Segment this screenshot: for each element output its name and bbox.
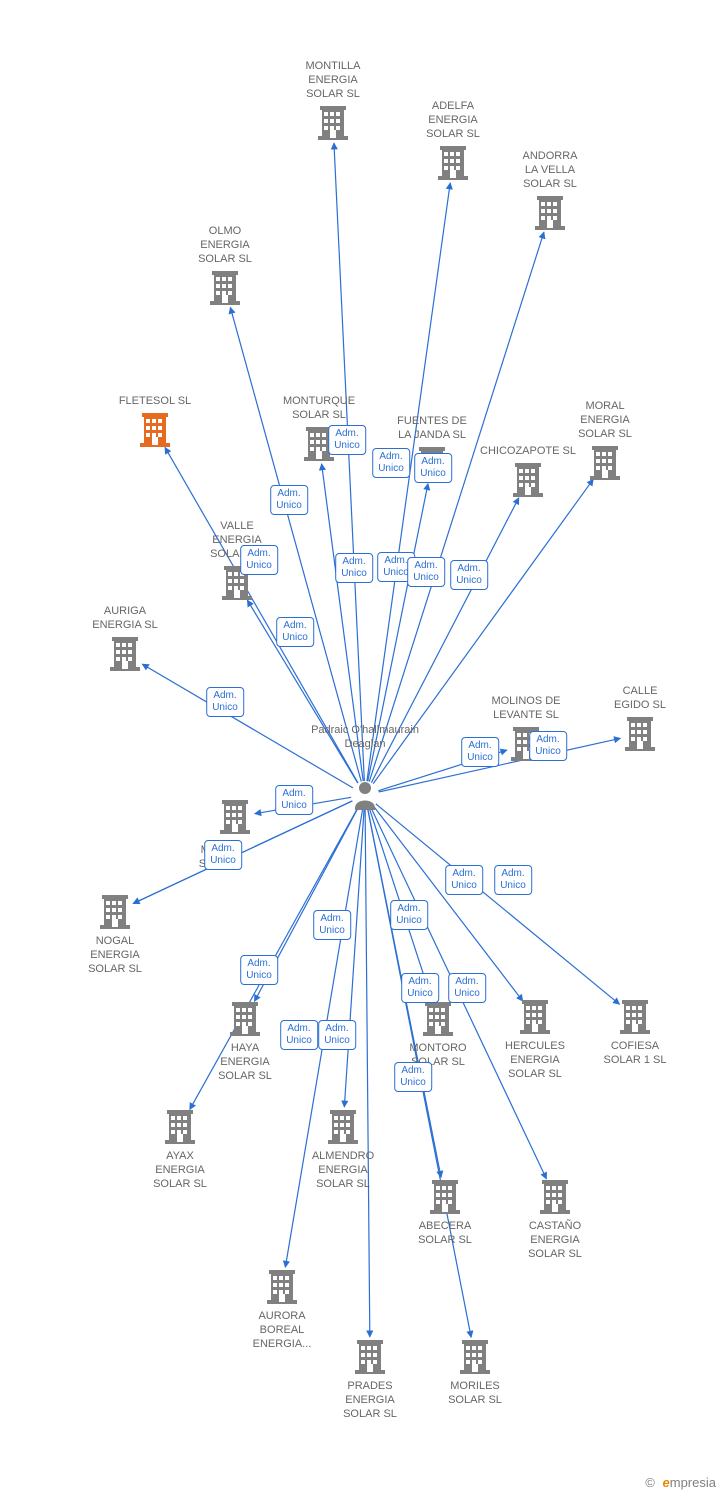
relationship-edge <box>344 809 364 1107</box>
edge-role-label: Adm. Unico <box>372 448 410 478</box>
edge-role-label: Adm. Unico <box>276 617 314 647</box>
company-node: FUENTES DE LA JANDA SL <box>377 415 487 447</box>
company-label: CASTAÑO ENERGIA SOLAR SL <box>500 1220 610 1261</box>
brand-rest: mpresia <box>670 1475 716 1490</box>
edge-role-label: Adm. Unico <box>394 1062 432 1092</box>
company-node: ANDORRA LA VELLA SOLAR SL <box>495 150 605 195</box>
company-label: MOLINOS DE LEVANTE SL <box>471 695 581 723</box>
company-node: AYAX ENERGIA SOLAR SL <box>125 1146 235 1191</box>
edge-role-label: Adm. Unico <box>390 900 428 930</box>
company-node: MOLINOS DE LEVANTE SL <box>471 695 581 727</box>
person-center-label: Padraic O'hallmaurain Deaglan <box>305 723 425 752</box>
edge-role-label: Adm. Unico <box>240 955 278 985</box>
company-label: HERCULES ENERGIA SOLAR SL <box>480 1040 590 1081</box>
edge-role-label: Adm. Unico <box>318 1020 356 1050</box>
company-label: ABECERA SOLAR SL <box>390 1220 500 1248</box>
edge-role-label: Adm. Unico <box>461 737 499 767</box>
edge-role-label: Adm. Unico <box>445 865 483 895</box>
edge-role-label: Adm. Unico <box>414 453 452 483</box>
company-label: AURIGA ENERGIA SL <box>70 605 180 633</box>
company-node: AURIGA ENERGIA SL <box>70 605 180 637</box>
company-node: NOGAL ENERGIA SOLAR SL <box>60 931 170 976</box>
company-node: MONTILLA ENERGIA SOLAR SL <box>278 60 388 105</box>
company-node: FLETESOL SL <box>100 395 210 413</box>
edge-role-label: Adm. Unico <box>407 557 445 587</box>
company-label: AURORA BOREAL ENERGIA... <box>227 1310 337 1351</box>
company-label: FUENTES DE LA JANDA SL <box>377 415 487 443</box>
watermark: © empresia <box>645 1475 716 1490</box>
edge-role-label: Adm. Unico <box>270 485 308 515</box>
company-label: CALLE EGIDO SL <box>585 685 695 713</box>
edge-role-label: Adm. Unico <box>275 785 313 815</box>
company-label: ANDORRA LA VELLA SOLAR SL <box>495 150 605 191</box>
company-label: PRADES ENERGIA SOLAR SL <box>315 1380 425 1421</box>
relationship-edge <box>334 143 364 781</box>
company-node: ADELFA ENERGIA SOLAR SL <box>398 100 508 145</box>
company-label: COFIESA SOLAR 1 SL <box>580 1040 690 1068</box>
copyright-symbol: © <box>645 1475 655 1490</box>
company-node: COFIESA SOLAR 1 SL <box>580 1036 690 1068</box>
company-label: MONTURQUE SOLAR SL <box>264 395 374 423</box>
company-node: PRADES ENERGIA SOLAR SL <box>315 1376 425 1421</box>
company-node: CASTAÑO ENERGIA SOLAR SL <box>500 1216 610 1261</box>
edge-role-label: Adm. Unico <box>280 1020 318 1050</box>
edge-role-label: Adm. Unico <box>204 840 242 870</box>
edge-role-label: Adm. Unico <box>313 910 351 940</box>
company-node: ALMENDRO ENERGIA SOLAR SL <box>288 1146 398 1191</box>
company-node: MORILES SOLAR SL <box>420 1376 530 1408</box>
company-node: OLMO ENERGIA SOLAR SL <box>170 225 280 270</box>
brand-first-letter: e <box>663 1475 670 1490</box>
edge-role-label: Adm. Unico <box>206 687 244 717</box>
edge-role-label: Adm. Unico <box>494 865 532 895</box>
company-node: AURORA BOREAL ENERGIA... <box>227 1306 337 1351</box>
company-node: HERCULES ENERGIA SOLAR SL <box>480 1036 590 1081</box>
company-node: MONTURQUE SOLAR SL <box>264 395 374 427</box>
edge-role-label: Adm. Unico <box>240 545 278 575</box>
company-label: CHICOZAPOTE SL <box>473 445 583 459</box>
company-label: FLETESOL SL <box>100 395 210 409</box>
company-node: ABECERA SOLAR SL <box>390 1216 500 1248</box>
company-label: MONTILLA ENERGIA SOLAR SL <box>278 60 388 101</box>
company-node: CALLE EGIDO SL <box>585 685 695 717</box>
company-node: CHICOZAPOTE SL <box>473 445 583 463</box>
edge-role-label: Adm. Unico <box>335 553 373 583</box>
company-label: MORAL ENERGIA SOLAR SL <box>550 400 660 441</box>
edge-role-label: Adm. Unico <box>448 973 486 1003</box>
company-label: AYAX ENERGIA SOLAR SL <box>125 1150 235 1191</box>
edge-role-label: Adm. Unico <box>328 425 366 455</box>
company-label: ALMENDRO ENERGIA SOLAR SL <box>288 1150 398 1191</box>
company-label: ADELFA ENERGIA SOLAR SL <box>398 100 508 141</box>
company-label: NOGAL ENERGIA SOLAR SL <box>60 935 170 976</box>
relationship-edge <box>365 809 370 1337</box>
company-node: MORAL ENERGIA SOLAR SL <box>550 400 660 445</box>
edge-role-label: Adm. Unico <box>450 560 488 590</box>
edge-role-label: Adm. Unico <box>529 731 567 761</box>
company-label: MORILES SOLAR SL <box>420 1380 530 1408</box>
company-label: OLMO ENERGIA SOLAR SL <box>170 225 280 266</box>
edge-role-label: Adm. Unico <box>401 973 439 1003</box>
